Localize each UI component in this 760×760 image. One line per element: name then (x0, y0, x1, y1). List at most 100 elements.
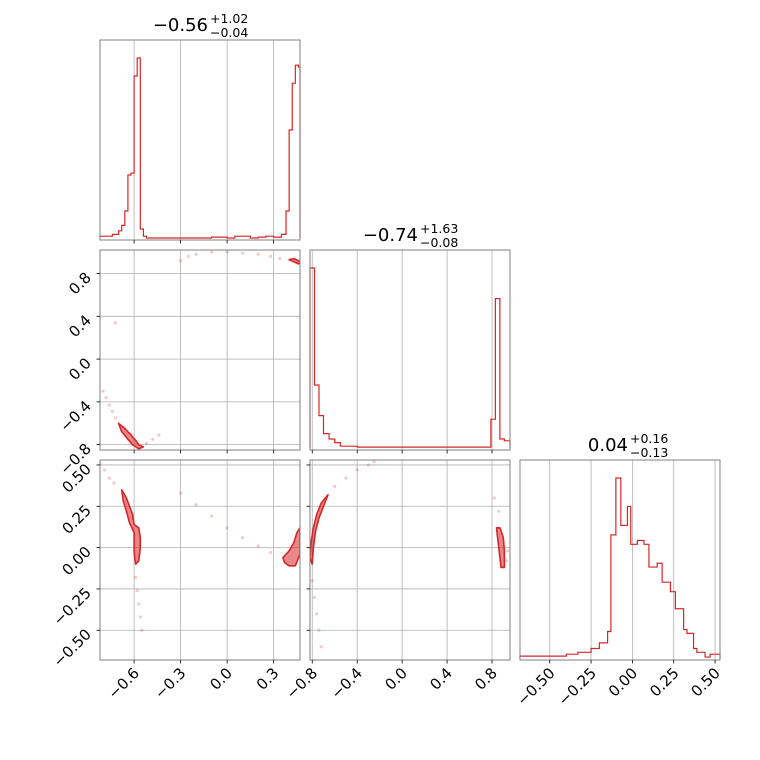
x-tick-label: 0.4 (426, 664, 456, 694)
sample-point (101, 389, 105, 393)
param-title-plus-error: +0.16 (630, 431, 668, 446)
density-contour (288, 257, 300, 265)
param-title-value: −0.74 (363, 225, 418, 246)
sample-point (344, 476, 348, 480)
sample-point (157, 433, 161, 437)
sample-point (366, 463, 371, 467)
axes-frame (99, 459, 301, 661)
sample-point (256, 544, 260, 548)
density-contour (117, 422, 145, 450)
sample-point (112, 481, 116, 485)
sample-point (210, 514, 214, 518)
hist-panel-3: 0.04 +0.16−0.13 (519, 431, 721, 664)
hist-panel-1: −0.56 +1.02−0.04 (99, 11, 301, 244)
param-title-minus-error: −0.13 (630, 445, 668, 460)
sample-point (319, 645, 323, 649)
param-title-value: 0.04 (588, 435, 628, 456)
y-tick-label: 0.00 (58, 543, 94, 579)
axes-frame (309, 249, 511, 451)
y-tick-label: 0.4 (65, 311, 95, 341)
density-contour (495, 527, 506, 569)
sample-point (134, 575, 138, 579)
sample-point (355, 468, 359, 472)
sample-point (317, 628, 321, 632)
sample-point (506, 549, 510, 553)
pair-panel-1-3: −0.50−0.250.000.250.50 (50, 459, 301, 671)
x-tick-label: 0.0 (381, 664, 411, 694)
x-tick-label: −0.8 (283, 664, 321, 702)
sample-point (113, 416, 118, 420)
sample-point (241, 251, 245, 255)
sample-point (186, 254, 190, 259)
x-tick-label: 0.50 (688, 664, 724, 700)
axes-frame (99, 249, 301, 451)
sample-point (179, 259, 183, 263)
histogram-step (519, 477, 721, 658)
x-tick-label: 0.8 (471, 664, 501, 694)
sample-point (103, 468, 107, 472)
sample-point (107, 403, 111, 407)
panel-content (310, 460, 510, 649)
sample-point (194, 252, 198, 256)
sample-point (315, 612, 319, 616)
sample-point (372, 460, 376, 464)
x-tick-label: −0.6 (104, 664, 142, 702)
x-tick-label: 0.25 (646, 664, 682, 700)
sample-point (144, 441, 149, 446)
y-tick-label: 0.8 (65, 269, 95, 299)
param-title-value: −0.56 (153, 15, 208, 36)
pair-panel-2-3 (306, 459, 511, 664)
pair-panel-1-2: −0.8−0.40.00.40.8 (56, 249, 301, 478)
param-title-minus-error: −0.08 (420, 235, 458, 250)
sample-point (140, 628, 144, 632)
hist-panel-2: −0.74 +1.63−0.08 (309, 221, 511, 454)
sample-point (137, 602, 141, 606)
density-contour (282, 527, 300, 567)
sample-point (179, 491, 183, 495)
param-title-minus-error: −0.04 (210, 25, 248, 40)
sample-point (138, 615, 142, 619)
x-tick-label: −0.50 (513, 664, 558, 709)
sample-point (135, 588, 139, 593)
sample-point (497, 509, 501, 513)
axes-frame (99, 39, 301, 241)
sample-point (333, 484, 337, 489)
sample-point (241, 536, 245, 540)
y-tick-label: −0.25 (50, 584, 95, 629)
sample-point (278, 256, 282, 261)
sample-point (151, 437, 155, 441)
x-tick-label: 0.00 (605, 664, 641, 700)
sample-point (104, 395, 108, 400)
axes-frame (309, 459, 511, 661)
sample-point (113, 321, 118, 325)
x-tick-label: −0.3 (151, 664, 189, 702)
x-tick-label: −0.25 (555, 664, 600, 709)
x-tick-label: 0.3 (253, 664, 283, 694)
sample-point (107, 476, 111, 480)
histogram-step (99, 57, 301, 239)
sample-point (268, 254, 273, 259)
sample-point (268, 550, 273, 555)
param-title-plus-error: +1.02 (210, 11, 248, 26)
y-tick-label: 0.0 (65, 354, 95, 384)
y-tick-label: −0.4 (56, 397, 94, 435)
panel-content (101, 250, 300, 450)
sample-point (194, 503, 198, 507)
sample-point (492, 496, 496, 500)
param-title-plus-error: +1.63 (420, 221, 458, 236)
x-tick-label: −0.4 (328, 664, 366, 702)
density-contour (120, 489, 142, 565)
y-tick-label: −0.50 (50, 625, 95, 670)
axes-frame (519, 459, 721, 661)
sample-point (256, 252, 260, 256)
histogram-step (309, 267, 511, 448)
x-tick-label: 0.0 (206, 664, 236, 694)
sample-point (312, 595, 317, 599)
sample-point (210, 250, 214, 254)
sample-point (110, 409, 115, 414)
sample-point (225, 250, 229, 254)
sample-point (505, 559, 509, 563)
sample-point (225, 526, 229, 530)
panel-content (100, 461, 300, 632)
